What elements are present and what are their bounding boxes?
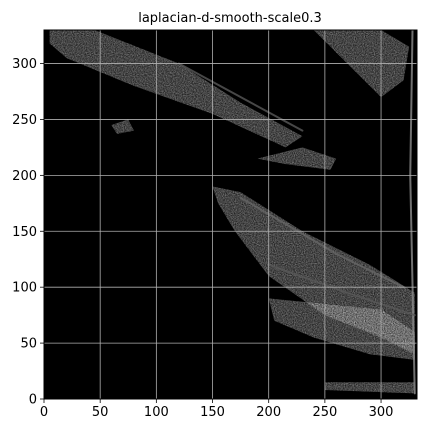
region-top-left-band: [49, 30, 303, 148]
y-tick-label-0: 0: [29, 393, 37, 408]
region-bottom-strip: [324, 382, 415, 394]
x-tick-label-50: 50: [92, 405, 109, 420]
y-tick-label-250: 250: [12, 113, 37, 128]
region-mid-edge: [257, 147, 337, 170]
x-axis: 0 50 100 150 200 250 300: [40, 399, 394, 420]
plot-frame: [43, 29, 418, 400]
y-tick-label-150: 150: [12, 225, 37, 240]
y-axis: 0 50 100 150 200 250 300: [12, 57, 44, 408]
y-tick-label-100: 100: [12, 281, 37, 296]
x-tick-label-300: 300: [369, 405, 394, 420]
region-small-mark-left: [111, 119, 134, 134]
image-content: [49, 30, 416, 395]
streak-diag-streak-3: [267, 263, 416, 317]
y-tick-label-50: 50: [20, 337, 37, 352]
x-tick-label-100: 100: [144, 405, 169, 420]
x-tick-label-200: 200: [256, 405, 281, 420]
x-tick-label-150: 150: [200, 405, 225, 420]
y-tick-label-200: 200: [12, 169, 37, 184]
x-tick-label-250: 250: [312, 405, 337, 420]
y-tick-label-300: 300: [12, 57, 37, 72]
chart-title: laplacian-d-smooth-scale0.3: [138, 11, 322, 26]
x-tick-label-0: 0: [40, 405, 48, 420]
region-lower-right-band: [268, 298, 415, 360]
